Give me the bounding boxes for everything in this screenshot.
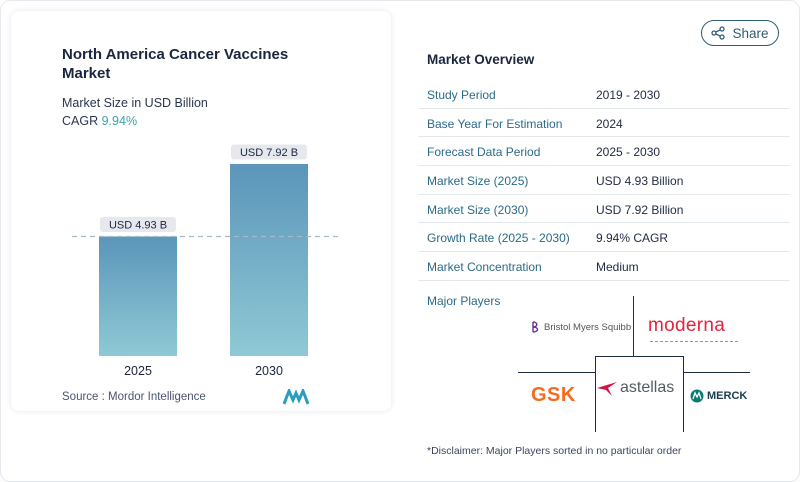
mordor-logo-icon (283, 389, 309, 405)
overview-row: Forecast Data Period 2025 - 2030 (418, 137, 790, 167)
chart-subtitle: Market Size in USD Billion (62, 96, 208, 110)
share-button[interactable]: Share (701, 20, 779, 46)
moderna-logo: moderna (648, 315, 726, 336)
value-label-bg (231, 144, 307, 160)
overview-table: Study Period 2019 - 2030 Base Year For Es… (418, 80, 790, 281)
category-label: 2025 (124, 364, 152, 378)
overview-row: Market Concentration Medium (418, 252, 790, 281)
cagr-value: 9.94% (101, 114, 138, 128)
value-label: USD 7.92 B (240, 147, 298, 159)
value-label: USD 4.93 B (109, 219, 167, 231)
row-key: Growth Rate (2025 - 2030) (427, 231, 570, 246)
category-label: 2030 (255, 364, 283, 378)
grid-divider (683, 372, 750, 373)
grid-divider (518, 372, 595, 373)
row-key: Study Period (427, 88, 496, 102)
bms-mark-icon (532, 321, 539, 333)
overview-row: Market Size (2030) USD 7.92 Billion (418, 195, 790, 224)
astellas-star-icon (597, 382, 617, 396)
row-value: 2019 - 2030 (596, 88, 661, 102)
bms-logo: Bristol Myers Squibb (531, 321, 631, 333)
merck-logo: MERCK (690, 389, 747, 403)
value-label-bg (100, 216, 176, 232)
grid-divider (595, 356, 683, 357)
gsk-logo: GSK (531, 384, 576, 406)
grid-divider (633, 296, 634, 356)
grid-divider (595, 356, 596, 432)
row-value: 9.94% CAGR (596, 231, 669, 246)
overview-title: Market Overview (427, 52, 535, 67)
overview-row: Growth Rate (2025 - 2030) 9.94% CAGR (418, 223, 790, 253)
bar-2025 (99, 236, 177, 356)
row-value: USD 4.93 Billion (596, 174, 684, 189)
grid-divider (683, 356, 684, 432)
merck-logo-text: MERCK (707, 390, 748, 402)
cagr-label: CAGR (62, 114, 99, 128)
overview-row: Market Size (2025) USD 4.93 Billion (418, 166, 790, 195)
chart-title: North America Cancer Vaccines Market (62, 46, 289, 82)
merck-mark-icon (690, 389, 704, 403)
source-label: Source : Mordor Intelligence (62, 391, 206, 403)
major-players-label: Major Players (427, 294, 501, 308)
astellas-logo-text: astellas (620, 379, 675, 396)
chart-card (11, 11, 391, 411)
row-value: 2024 (596, 116, 623, 131)
row-value: Medium (596, 260, 639, 275)
row-key: Market Size (2030) (427, 202, 529, 217)
share-label: Share (732, 25, 769, 41)
bar-2030 (230, 164, 308, 356)
bar-chart: USD 4.93 B USD 7.92 B 2025 2030 (72, 144, 338, 378)
overview-row: Study Period 2019 - 2030 (418, 80, 790, 109)
row-key: Forecast Data Period (427, 145, 541, 160)
overview-row: Base Year For Estimation 2024 (418, 109, 790, 138)
row-key: Market Size (2025) (427, 174, 529, 189)
astellas-logo: astellas (596, 379, 674, 397)
chart-cagr: CAGR 9.94% (62, 114, 137, 128)
bms-logo-text: Bristol Myers Squibb (544, 321, 632, 333)
row-key: Base Year For Estimation (427, 116, 563, 131)
share-icon (711, 26, 726, 40)
row-value: 2025 - 2030 (596, 145, 661, 160)
row-key: Market Concentration (427, 260, 542, 275)
grid-accent-line (650, 341, 738, 342)
disclaimer-text: *Disclaimer: Major Players sorted in no … (427, 445, 682, 457)
row-value: USD 7.92 Billion (596, 202, 684, 217)
